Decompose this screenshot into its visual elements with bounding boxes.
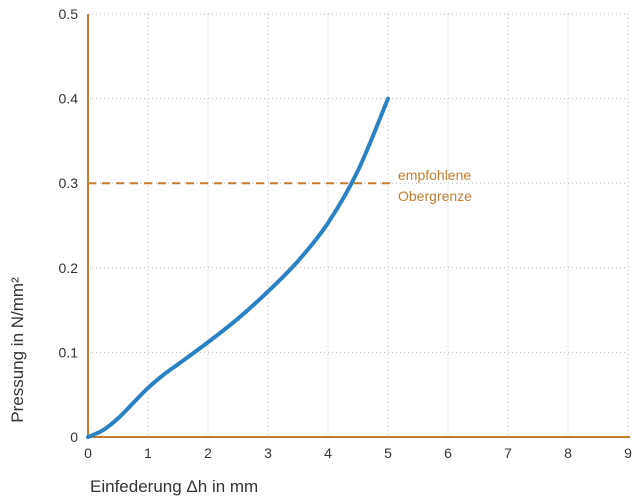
x-tick-label: 0 (84, 445, 92, 461)
x-axis-title: Einfederung Δh in mm (90, 477, 258, 496)
tick-labels: 0 1 2 3 4 5 6 7 8 9 0 0.1 0.2 0.3 0.4 0.5 (59, 6, 633, 461)
x-tick-label: 4 (324, 445, 332, 461)
recommended-limit-label: empfohlene (398, 167, 471, 183)
x-tick-label: 7 (504, 445, 512, 461)
series-line (86, 96, 390, 439)
axes (87, 14, 630, 438)
y-tick-label: 0.3 (59, 175, 79, 191)
y-tick-label: 0 (70, 429, 78, 445)
y-tick-label: 0.1 (59, 344, 79, 360)
x-tick-label: 2 (204, 445, 212, 461)
x-tick-label: 3 (264, 445, 272, 461)
x-tick-label: 8 (564, 445, 572, 461)
y-tick-label: 0.5 (59, 6, 79, 22)
grid (88, 13, 629, 437)
x-tick-label: 6 (444, 445, 452, 461)
series-group (86, 96, 390, 439)
x-tick-label: 5 (384, 445, 392, 461)
y-axis-title: Pressung in N/mm² (8, 277, 27, 423)
x-tick-label: 9 (624, 445, 632, 461)
x-tick-label: 1 (144, 445, 152, 461)
recommended-limit-label: Obergrenze (398, 188, 472, 204)
y-tick-label: 0.4 (59, 91, 79, 107)
reference-line-group: empfohlene Obergrenze (88, 167, 472, 204)
y-tick-label: 0.2 (59, 260, 79, 276)
